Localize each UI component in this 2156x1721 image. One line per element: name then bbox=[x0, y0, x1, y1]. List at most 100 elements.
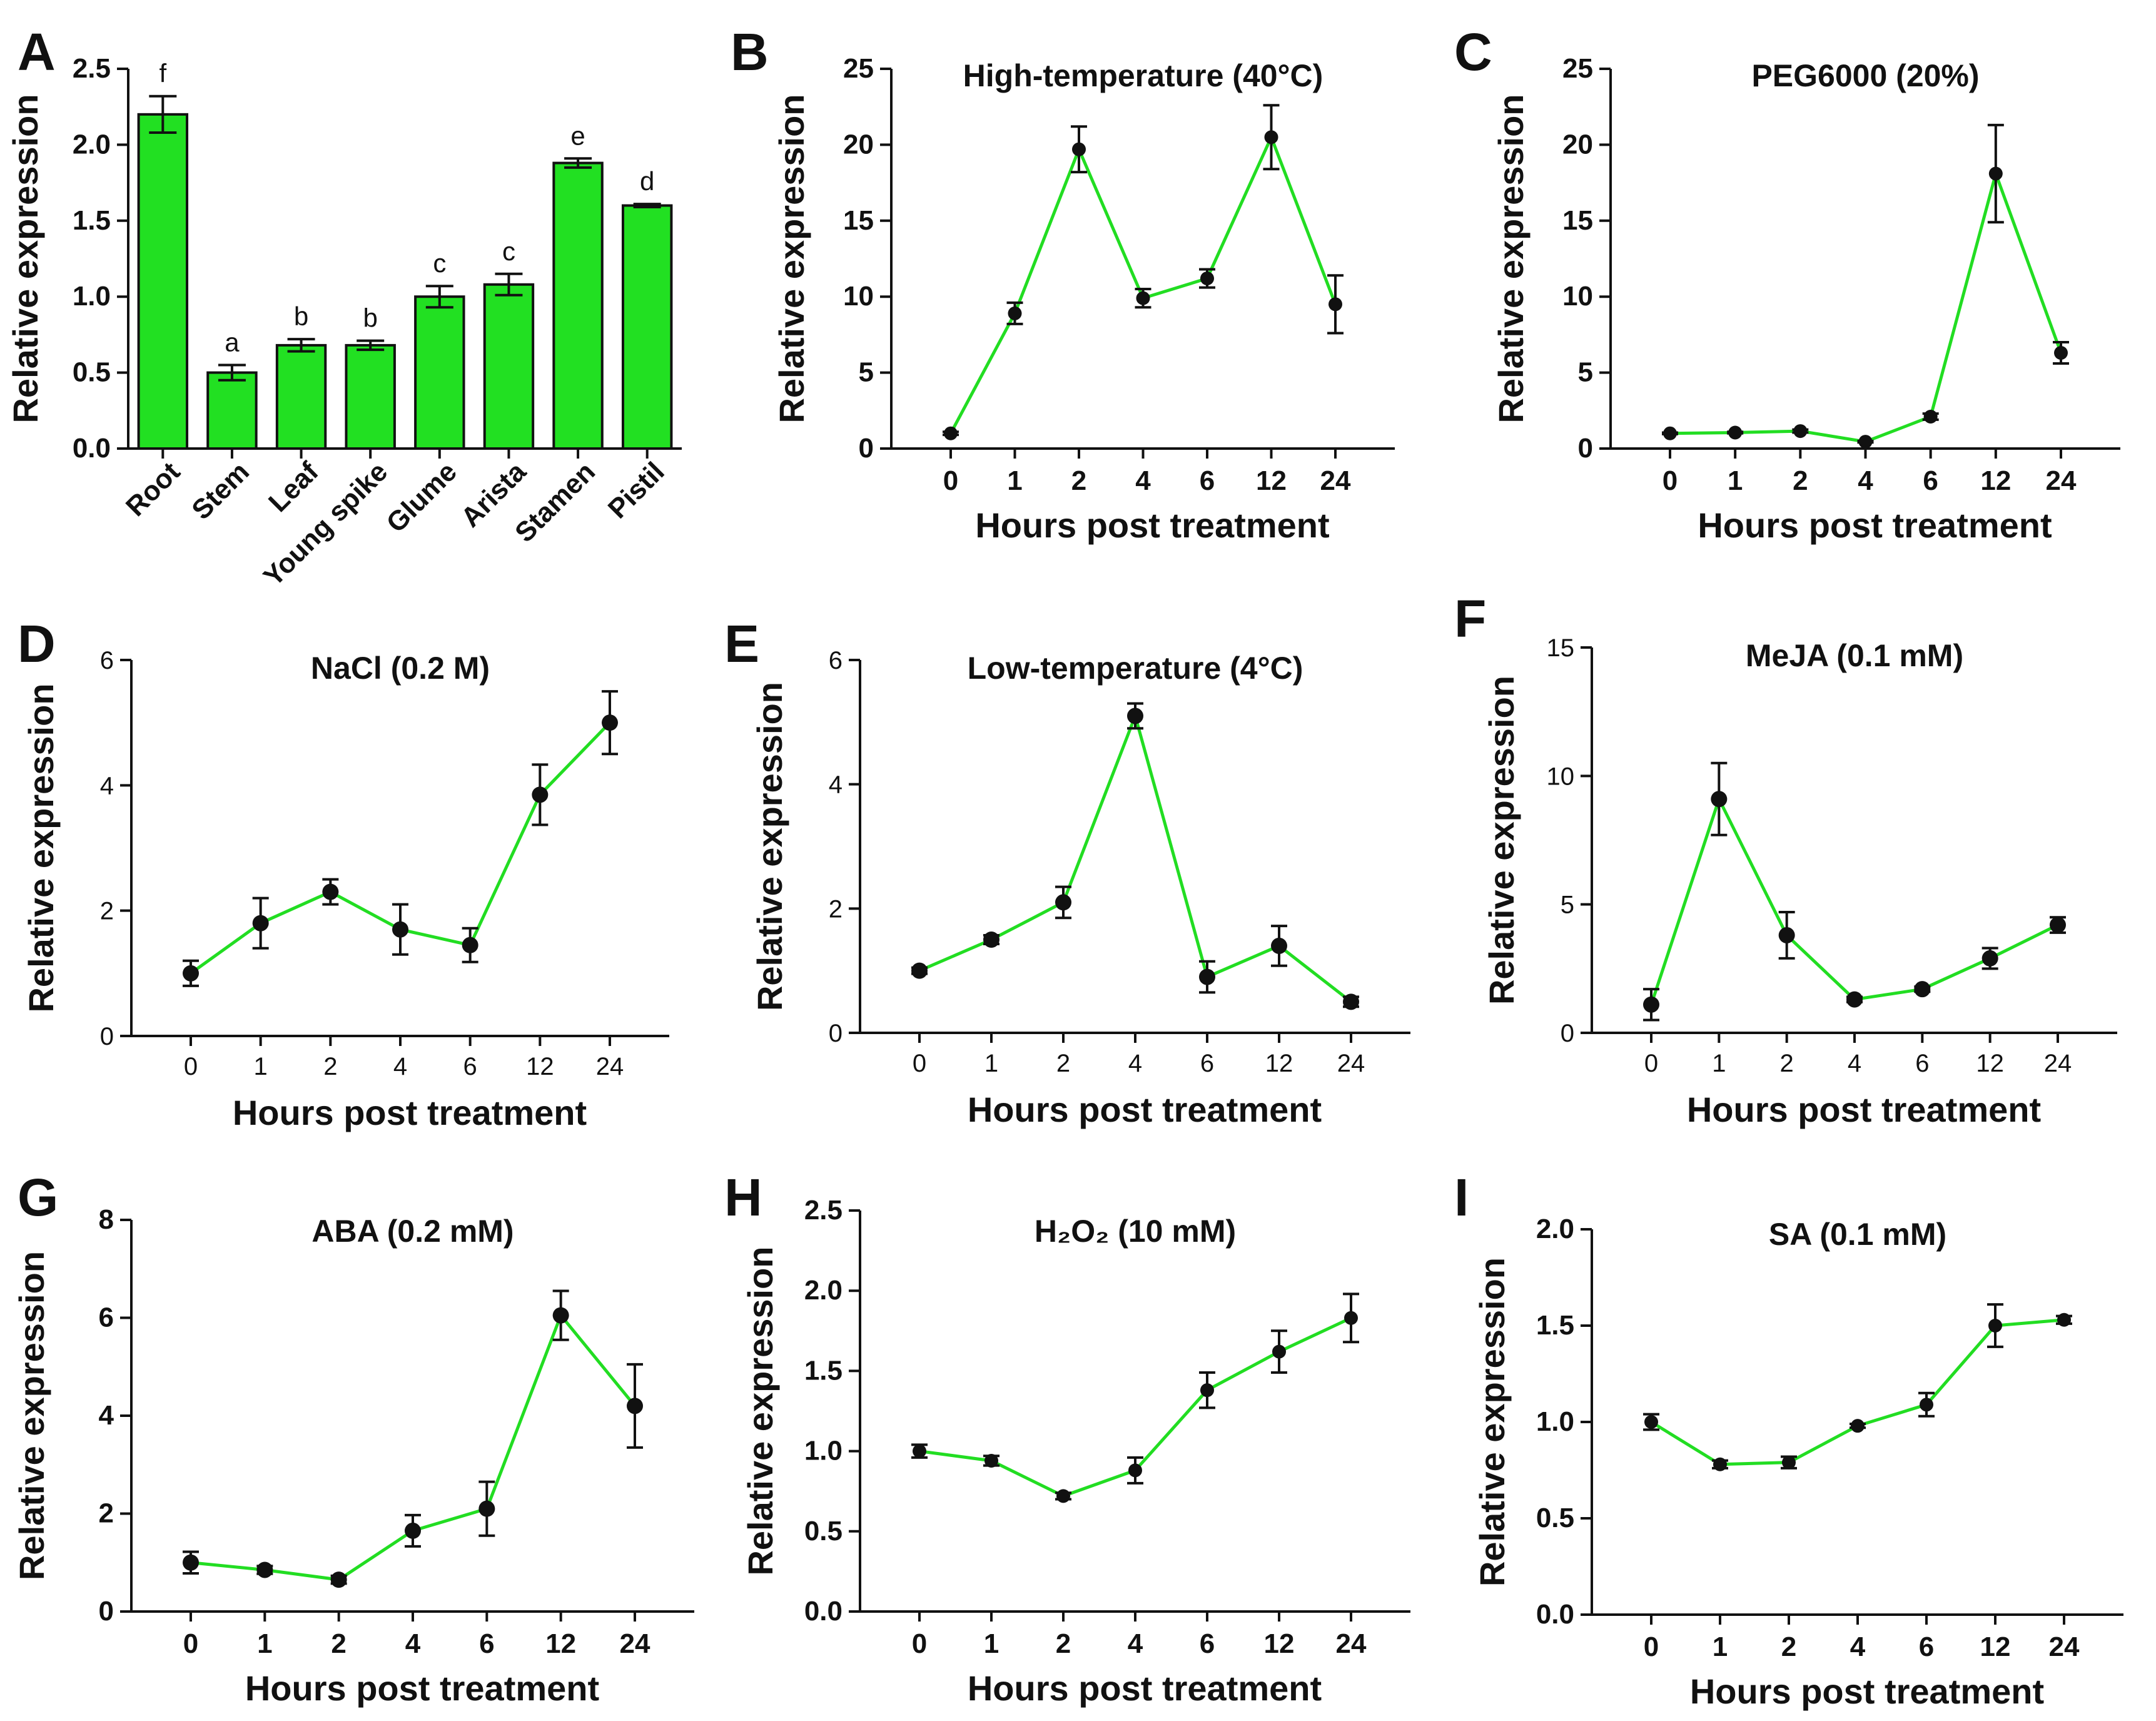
x-tick-label: 6 bbox=[1200, 1628, 1215, 1659]
data-point bbox=[1920, 1398, 1933, 1412]
data-point bbox=[1728, 425, 1743, 440]
data-point bbox=[1272, 1344, 1286, 1359]
chart-title: H₂O₂ (10 mM) bbox=[1035, 1214, 1236, 1249]
y-tick-label: 15 bbox=[1547, 634, 1575, 662]
y-tick-label: 2.5 bbox=[73, 53, 111, 84]
chart-title: ABA (0.2 mM) bbox=[311, 1214, 514, 1249]
data-point bbox=[1846, 991, 1863, 1008]
series-line bbox=[1650, 1318, 2065, 1466]
panel-letter: G bbox=[18, 1168, 58, 1227]
data-point bbox=[478, 1500, 495, 1517]
x-tick-label: 4 bbox=[1848, 1050, 1861, 1077]
x-tick-label: 6 bbox=[1923, 465, 1938, 496]
x-category-label: Root bbox=[120, 456, 186, 522]
chart-title: High-temperature (40°C) bbox=[963, 58, 1323, 93]
data-point bbox=[911, 962, 928, 979]
data-point bbox=[627, 1398, 643, 1414]
data-point bbox=[602, 714, 618, 731]
y-tick-label: 1.0 bbox=[1536, 1406, 1574, 1437]
y-tick-label: 5 bbox=[1561, 891, 1574, 919]
data-point bbox=[1127, 708, 1143, 724]
chart-title: MeJA (0.1 mM) bbox=[1746, 638, 1963, 673]
panel-letter: F bbox=[1454, 589, 1486, 648]
x-tick-label: 6 bbox=[1200, 465, 1215, 496]
chart-title: Low-temperature (4°C) bbox=[968, 651, 1303, 686]
panel-i: I SA (0.1 mM) 0.0 0.5 1.0 1.5 2.0 Relative expr… bbox=[1454, 1168, 2123, 1711]
data-point bbox=[2054, 346, 2068, 360]
bar bbox=[483, 283, 535, 450]
x-tick-label: 1 bbox=[254, 1053, 268, 1080]
x-tick-label: 2 bbox=[1056, 1628, 1071, 1659]
significance-letter: c bbox=[502, 236, 515, 266]
panel-h: H H₂O₂ (10 mM) 0.0 0.5 1.0 1.5 2.0 2.5 Relative … bbox=[724, 1168, 1410, 1708]
y-tick-label: 2.0 bbox=[73, 129, 111, 160]
significance-letter: f bbox=[159, 59, 166, 88]
bar bbox=[137, 113, 189, 450]
data-point bbox=[1072, 142, 1086, 156]
data-point bbox=[252, 915, 269, 932]
y-tick-label: 1.5 bbox=[804, 1355, 843, 1386]
x-axis-title: Hours post treatment bbox=[968, 1090, 1322, 1129]
y-axis-title: Relative expression bbox=[12, 1251, 51, 1580]
chart-title: SA (0.1 mM) bbox=[1769, 1217, 1946, 1252]
y-tick-label: 2 bbox=[99, 1498, 114, 1529]
data-point bbox=[944, 426, 958, 440]
x-tick-label: 12 bbox=[526, 1053, 554, 1080]
bar bbox=[621, 204, 673, 450]
x-axis-title: Hours post treatment bbox=[245, 1668, 599, 1708]
significance-letter: e bbox=[570, 121, 585, 150]
x-tick-label: 6 bbox=[1919, 1632, 1934, 1662]
x-tick-label: 4 bbox=[1128, 1628, 1143, 1659]
data-point bbox=[532, 786, 549, 803]
x-category-label: Young spike bbox=[258, 456, 393, 592]
data-point bbox=[330, 1571, 347, 1588]
y-tick-label: 10 bbox=[1547, 763, 1575, 790]
y-axis-title: Relative expression bbox=[1482, 676, 1521, 1005]
x-tick-label: 2 bbox=[323, 1053, 337, 1080]
data-point bbox=[1914, 981, 1931, 998]
x-tick-label: 4 bbox=[1858, 465, 1873, 496]
data-point bbox=[913, 1444, 926, 1458]
data-point bbox=[405, 1522, 421, 1539]
data-point bbox=[1271, 937, 1287, 954]
y-tick-label: 6 bbox=[100, 647, 114, 674]
data-point bbox=[183, 1554, 199, 1571]
x-category-label: Glume bbox=[380, 456, 462, 538]
y-tick-label: 0.0 bbox=[804, 1596, 843, 1627]
x-tick-label: 24 bbox=[2046, 465, 2077, 496]
y-tick-label: 20 bbox=[843, 129, 874, 160]
x-tick-label: 6 bbox=[463, 1053, 477, 1080]
significance-letter: a bbox=[225, 327, 240, 357]
x-tick-label: 2 bbox=[1056, 1050, 1070, 1077]
x-tick-label: 24 bbox=[620, 1628, 650, 1659]
y-axis-title: Relative expression bbox=[1472, 1257, 1512, 1586]
panel-b: B High-temperature (40°C)0510152025Relati… bbox=[731, 23, 1395, 545]
data-point bbox=[1858, 435, 1873, 449]
y-tick-label: 0.5 bbox=[73, 357, 111, 388]
data-point bbox=[983, 932, 1000, 948]
data-point bbox=[256, 1561, 273, 1578]
data-point bbox=[1713, 1457, 1727, 1471]
panel-letter: I bbox=[1454, 1168, 1469, 1227]
significance-letter: b bbox=[294, 302, 308, 331]
y-tick-label: 15 bbox=[1562, 205, 1593, 236]
x-tick-label: 1 bbox=[1728, 465, 1743, 496]
x-tick-label: 0 bbox=[913, 1050, 926, 1077]
x-tick-label: 12 bbox=[1980, 465, 2011, 496]
data-point bbox=[183, 965, 199, 982]
data-point bbox=[1782, 1455, 1796, 1470]
x-tick-label: 24 bbox=[596, 1053, 624, 1080]
y-tick-label: 25 bbox=[843, 53, 874, 84]
x-axis-title: Hours post treatment bbox=[1687, 1090, 2041, 1129]
y-tick-label: 10 bbox=[1562, 281, 1593, 312]
bar bbox=[345, 343, 396, 450]
y-tick-label: 2.0 bbox=[1536, 1214, 1574, 1244]
data-point bbox=[1663, 426, 1677, 440]
y-tick-label: 1.5 bbox=[1536, 1310, 1574, 1341]
x-tick-label: 12 bbox=[545, 1628, 576, 1659]
panel-letter: E bbox=[724, 614, 759, 673]
x-tick-label: 12 bbox=[1976, 1050, 2004, 1077]
chart-title: PEG6000 (20%) bbox=[1751, 58, 1979, 93]
y-tick-label: 0.5 bbox=[1536, 1503, 1574, 1533]
